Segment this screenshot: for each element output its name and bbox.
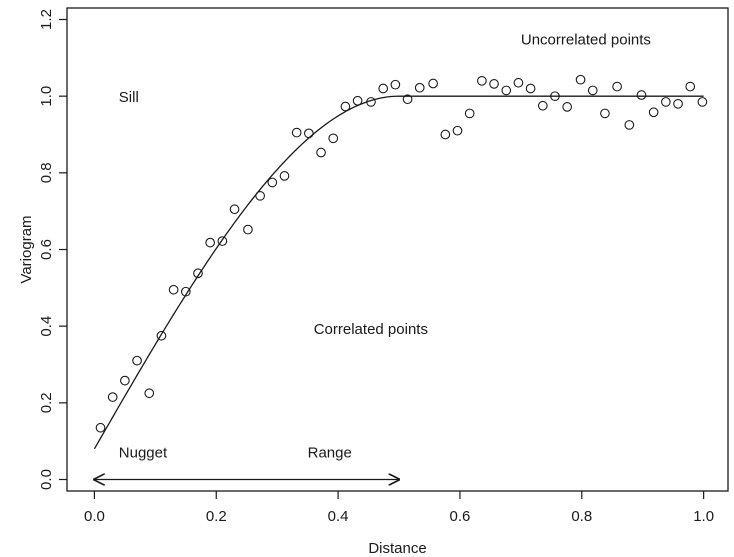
data-point — [636, 90, 647, 100]
data-point — [661, 97, 671, 107]
data-point — [229, 204, 240, 215]
data-point — [402, 94, 413, 105]
data-point — [562, 102, 573, 112]
data-point — [414, 82, 425, 93]
data-point — [624, 120, 635, 130]
y-tick-label: 0.6 — [38, 239, 55, 260]
data-point — [156, 330, 167, 341]
annotations: Sill Uncorrelated points Correlated points… — [119, 31, 651, 461]
annotation-correlated: Correlated points — [314, 321, 428, 338]
data-point — [513, 77, 524, 88]
data-point — [366, 97, 376, 107]
x-tick-label: 0.2 — [206, 508, 227, 525]
data-point — [107, 392, 118, 402]
annotation-uncorrelated: Uncorrelated points — [521, 31, 651, 48]
data-point — [489, 79, 499, 89]
y-axis-title: Variogram — [18, 215, 35, 283]
annotation-sill: Sill — [119, 89, 139, 106]
data-point — [390, 79, 401, 90]
data-point — [587, 85, 598, 96]
y-tick-label: 1.2 — [38, 9, 55, 30]
x-tick-label: 0.4 — [328, 508, 349, 525]
annotation-nugget: Nugget — [119, 444, 168, 461]
x-axis-title: Distance — [368, 540, 426, 557]
data-point — [648, 107, 659, 118]
data-point — [205, 237, 216, 248]
data-point — [193, 268, 203, 279]
data-point — [304, 128, 314, 139]
data-point — [328, 133, 339, 144]
x-tick-label: 0.8 — [571, 508, 592, 525]
data-point — [168, 284, 179, 295]
data-points — [95, 74, 708, 433]
y-axis: 0.0 0.2 0.4 0.6 0.8 1.0 1.2 — [38, 9, 67, 490]
data-point — [144, 388, 155, 399]
data-point — [279, 171, 290, 181]
y-tick-label: 0.0 — [38, 469, 55, 490]
x-tick-label: 1.0 — [693, 508, 714, 525]
data-point — [255, 190, 265, 201]
variogram-model-curve — [93, 95, 704, 450]
data-point — [378, 83, 389, 94]
x-tick-label: 0.6 — [450, 508, 471, 525]
data-point — [685, 81, 696, 92]
data-point — [340, 101, 351, 112]
annotation-range: Range — [308, 444, 352, 461]
data-point — [612, 81, 622, 92]
data-point — [267, 177, 278, 188]
x-tick-label: 0.0 — [84, 508, 105, 525]
data-point — [440, 129, 451, 140]
data-point — [428, 78, 438, 89]
y-tick-label: 0.4 — [38, 316, 55, 337]
data-point — [575, 74, 586, 85]
data-point — [316, 147, 326, 158]
data-point — [217, 236, 228, 246]
data-point — [291, 127, 302, 138]
y-tick-label: 0.8 — [38, 162, 55, 183]
data-point — [132, 355, 142, 366]
data-point — [452, 125, 463, 136]
data-point — [464, 108, 475, 119]
x-axis: 0.0 0.2 0.4 0.6 0.8 1.0 — [84, 491, 714, 525]
data-point — [243, 224, 253, 235]
data-point — [525, 83, 536, 94]
data-point — [477, 75, 487, 86]
data-point — [95, 422, 106, 433]
data-point — [697, 97, 708, 107]
data-point — [501, 85, 512, 96]
data-point — [600, 108, 610, 119]
y-tick-label: 0.2 — [38, 392, 55, 413]
data-point — [352, 95, 363, 106]
data-point — [180, 286, 191, 297]
y-tick-label: 1.0 — [38, 86, 55, 107]
data-point — [550, 91, 560, 102]
data-point — [120, 375, 130, 386]
data-point — [673, 98, 683, 109]
data-point — [537, 100, 548, 111]
